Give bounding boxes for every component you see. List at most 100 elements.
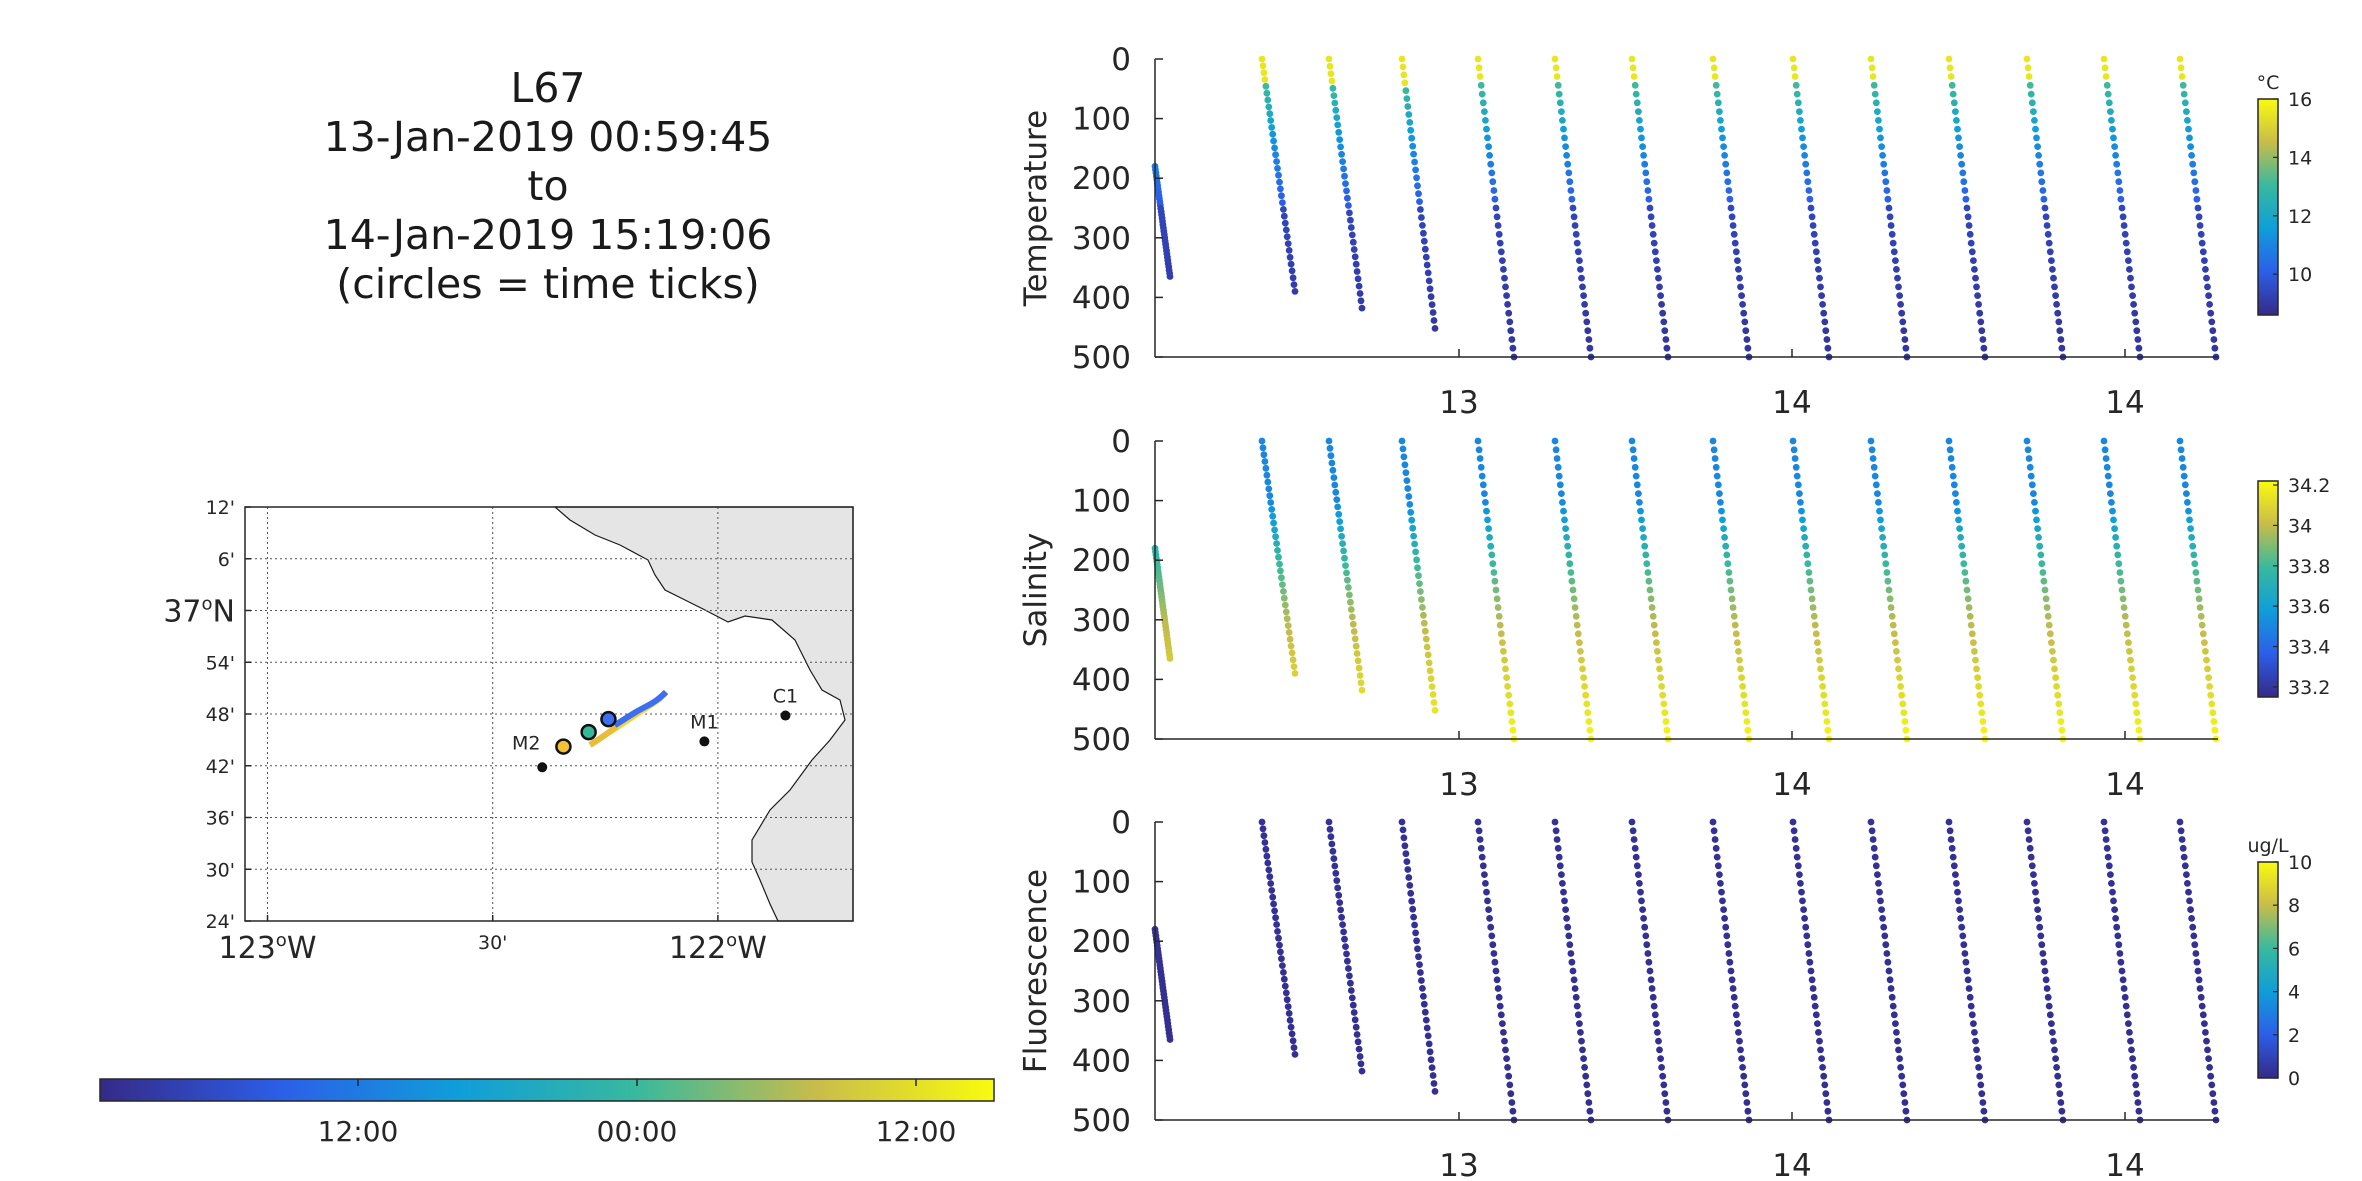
- profile-point: [1428, 301, 1436, 308]
- y-tick-label: 300: [1072, 221, 1131, 257]
- profile-point: [2122, 1002, 2130, 1010]
- profile-point: [2050, 656, 2057, 664]
- profile-point: [1655, 1037, 1662, 1045]
- profile-point: [1796, 871, 1803, 878]
- profile-point: [1264, 859, 1272, 867]
- profile-point: [1497, 248, 1505, 256]
- profile-series: [1258, 55, 1299, 295]
- profile-point: [1558, 490, 1565, 497]
- profile-point: [2054, 1072, 2062, 1080]
- profile-point: [1820, 691, 1828, 699]
- profile-point: [1736, 274, 1743, 282]
- profile-point: [2126, 266, 2133, 273]
- profile-point: [2184, 117, 2191, 124]
- profile-point: [1350, 1009, 1358, 1016]
- profile-point: [1572, 612, 1580, 620]
- profile-point: [1417, 969, 1424, 976]
- profile-point: [1796, 108, 1803, 115]
- profile-point: [1166, 273, 1174, 280]
- start-time: 13-Jan-2019 00:59:45: [323, 113, 773, 161]
- profile-point: [1485, 525, 1492, 532]
- profile-point: [1961, 187, 1969, 194]
- profile-point: [1977, 700, 1985, 708]
- y-tick-label: 300: [1072, 984, 1131, 1020]
- profile-point: [1808, 213, 1816, 221]
- profile-point: [2184, 499, 2191, 506]
- profile-point: [1899, 318, 1907, 326]
- profile-point: [1399, 826, 1407, 834]
- profile-point: [2203, 274, 2210, 282]
- profile-point: [1354, 657, 1362, 665]
- profile-point: [1820, 1072, 1828, 1080]
- profile-point: [2185, 888, 2192, 896]
- profile-point: [1648, 985, 1656, 992]
- profile-point: [1662, 336, 1670, 343]
- profile-point: [1975, 301, 1982, 308]
- profile-point: [1290, 1044, 1298, 1051]
- profile-point: [1501, 656, 1508, 664]
- profile-point: [1947, 836, 1955, 843]
- profile-point: [1663, 1107, 1671, 1115]
- profile-point: [1282, 989, 1290, 997]
- profile-point: [1635, 490, 1642, 497]
- profile-point: [1741, 1081, 1749, 1089]
- profile-point: [2188, 915, 2196, 922]
- profile-point: [1423, 261, 1431, 269]
- profile-point: [1970, 1020, 1977, 1027]
- profile-point: [1431, 1088, 1439, 1095]
- profile-point: [1325, 55, 1333, 63]
- profile-point: [1559, 117, 1566, 124]
- profile-point: [1568, 195, 1576, 203]
- profile-point: [1337, 906, 1344, 914]
- profile-point: [1643, 178, 1651, 186]
- profile-point: [2046, 630, 2054, 638]
- profile-point: [1890, 1011, 1898, 1019]
- profile-point: [1972, 656, 1979, 664]
- profile-point: [1966, 230, 1974, 238]
- profile-point: [1502, 665, 1509, 673]
- profile-point: [1639, 143, 1646, 151]
- profile-point: [1973, 665, 1980, 673]
- profile-point: [2058, 344, 2066, 352]
- profile-point: [1790, 64, 1798, 72]
- map-lat-tick-label: 42': [206, 756, 235, 778]
- x-tick-label: 13: [1439, 767, 1478, 803]
- profile-point: [1898, 1072, 1906, 1080]
- profile-point: [1727, 204, 1735, 212]
- profile-point: [1647, 213, 1655, 221]
- profile-point: [1631, 463, 1639, 471]
- profile-point: [1262, 82, 1270, 90]
- profile-point: [1503, 1055, 1510, 1062]
- y-tick-label: 100: [1072, 102, 1131, 138]
- profile-point: [1887, 222, 1895, 229]
- profile-point: [2036, 923, 2044, 931]
- y-tick-label: 0: [1111, 42, 1131, 78]
- profile-point: [1349, 238, 1357, 246]
- profile-point: [1869, 455, 1877, 462]
- profile-point: [2197, 612, 2205, 620]
- y-tick-label: 400: [1072, 662, 1131, 698]
- profile-point: [2197, 993, 2205, 1001]
- profile-point: [1723, 169, 1731, 177]
- profile-point: [1885, 967, 1893, 975]
- profile-point: [1290, 663, 1298, 670]
- profile-point: [1479, 862, 1487, 870]
- profile-point: [1631, 844, 1639, 852]
- profile-point: [2180, 472, 2188, 480]
- profile-point: [1478, 90, 1486, 98]
- profile-point: [2196, 985, 2204, 992]
- profile-point: [1639, 525, 1646, 532]
- profile-point: [1343, 187, 1350, 195]
- profile-point: [1492, 967, 1500, 975]
- profile-point: [1420, 237, 1428, 245]
- profile-point: [1887, 604, 1895, 611]
- profile-point: [1583, 700, 1591, 708]
- profile-point: [1726, 577, 1734, 585]
- profile-series: [1628, 55, 1672, 361]
- profile-point: [1959, 169, 1967, 177]
- profile-point: [1628, 818, 1636, 826]
- profile-point: [1895, 1046, 1902, 1054]
- colorbar-tick-label: 12: [2288, 206, 2312, 228]
- profile-point: [1657, 674, 1664, 681]
- profile-point: [1482, 880, 1489, 887]
